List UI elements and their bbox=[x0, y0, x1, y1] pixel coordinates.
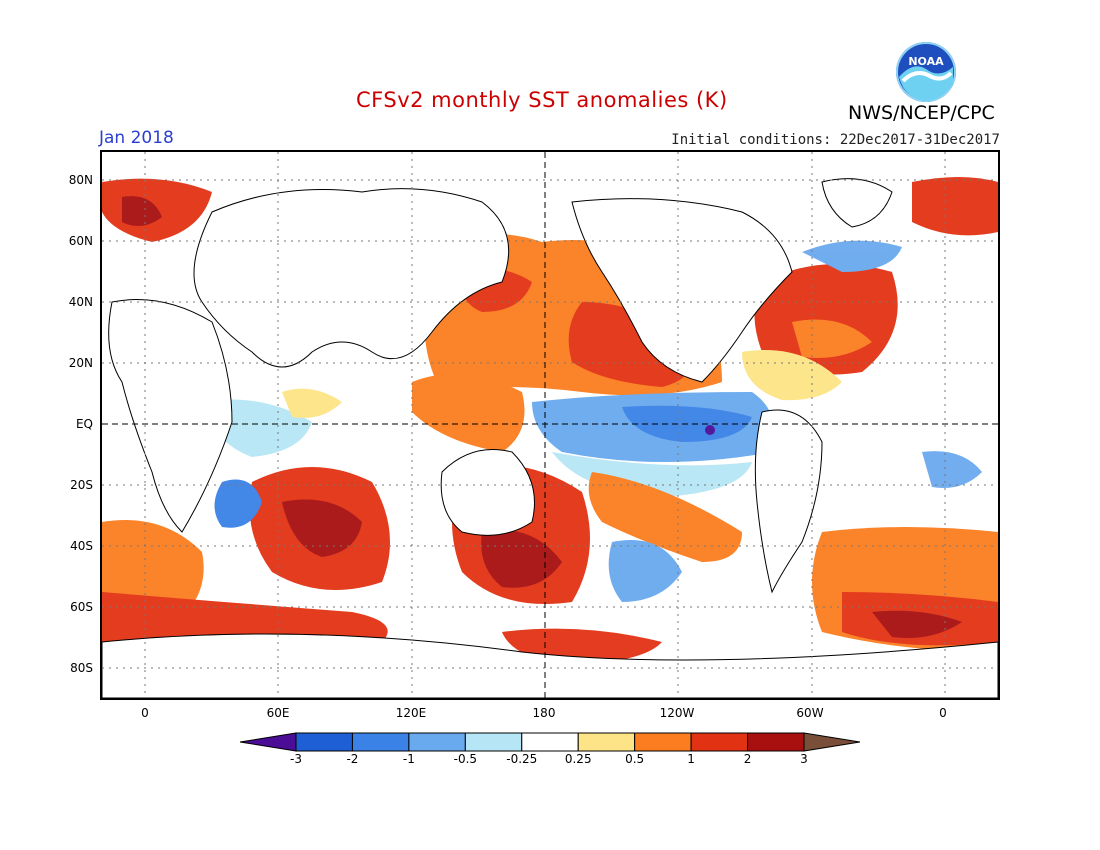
lon-label-120e: 120E bbox=[395, 706, 427, 720]
lon-label-60w: 60W bbox=[796, 706, 824, 720]
lat-label-20n: 20N bbox=[68, 356, 93, 370]
lat-label-40n: 40N bbox=[68, 295, 93, 309]
lon-label-180: 180 bbox=[532, 706, 556, 720]
color-bin-7 bbox=[634, 732, 692, 752]
noaa-logo-text: NOAA bbox=[908, 55, 944, 68]
forecast-month: Jan 2018 bbox=[99, 128, 174, 148]
color-scale-label: -1 bbox=[402, 752, 415, 766]
color-scale-label: 1 bbox=[687, 752, 695, 766]
color-scale-label: -2 bbox=[346, 752, 359, 766]
color-scale-label: 3 bbox=[800, 752, 808, 766]
color-scale-label: 0.5 bbox=[625, 752, 645, 766]
lat-label-40s: 40S bbox=[70, 539, 93, 553]
lon-label-60e: 60E bbox=[266, 706, 290, 720]
color-bin-10 bbox=[803, 732, 860, 752]
color-scale-label: 2 bbox=[743, 752, 752, 766]
lat-label-20s: 20S bbox=[70, 478, 93, 492]
lon-label-120w: 120W bbox=[659, 706, 695, 720]
lat-label-80n: 80N bbox=[68, 173, 93, 187]
color-bin-3 bbox=[408, 732, 466, 752]
gridlines bbox=[102, 152, 998, 698]
color-bin-6 bbox=[577, 732, 636, 752]
color-bin-5 bbox=[521, 732, 579, 752]
color-bin-4 bbox=[464, 732, 523, 752]
lon-label-0: 0 bbox=[141, 706, 149, 720]
color-bin-8 bbox=[690, 732, 749, 752]
lat-label-80s: 80S bbox=[70, 661, 93, 675]
lon-label-0-east: 0 bbox=[939, 706, 947, 720]
continent-outlines bbox=[102, 178, 998, 698]
color-bin-9 bbox=[747, 732, 805, 752]
sst-anomaly-map bbox=[100, 150, 1000, 700]
chart-title: CFSv2 monthly SST anomalies (K) bbox=[356, 88, 728, 112]
color-scale-label: -3 bbox=[290, 752, 302, 766]
anomaly-field bbox=[102, 177, 998, 664]
equator-dateline bbox=[102, 152, 998, 698]
lat-label-60s: 60S bbox=[70, 600, 93, 614]
color-bin-0 bbox=[240, 732, 297, 752]
lat-label-60n: 60N bbox=[68, 234, 93, 248]
noaa-logo: NOAA bbox=[896, 42, 956, 102]
color-scale-bar bbox=[240, 732, 860, 752]
initial-conditions: Initial conditions: 22Dec2017-31Dec2017 bbox=[671, 132, 1000, 148]
organization-label: NWS/NCEP/CPC bbox=[848, 102, 995, 124]
lat-label-eq: EQ bbox=[75, 417, 93, 431]
color-scale-label: -0.5 bbox=[453, 752, 478, 766]
color-scale-label: -0.25 bbox=[506, 752, 538, 766]
color-scale-label: 0.25 bbox=[564, 752, 592, 766]
color-bin-1 bbox=[295, 732, 353, 752]
color-bin-2 bbox=[351, 732, 410, 752]
